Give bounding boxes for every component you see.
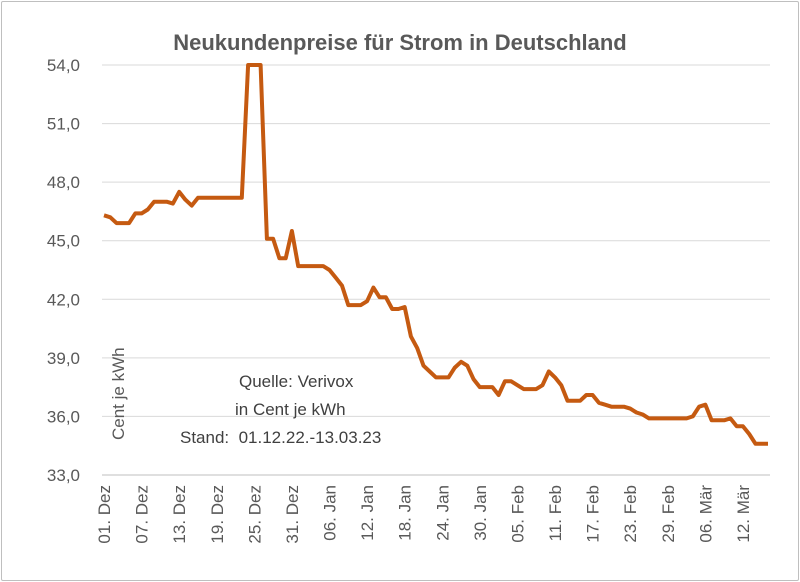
x-tick-label: 31. Dez — [283, 485, 302, 544]
annotation-line-3: Stand: 01.12.22.-13.03.23 — [180, 428, 382, 447]
y-tick-label: 33,0 — [47, 466, 80, 485]
y-tick-label: 45,0 — [47, 232, 80, 251]
y-tick-label: 42,0 — [47, 290, 80, 309]
series-line-strompreis — [103, 63, 768, 446]
x-tick-label: 12. Mär — [734, 485, 753, 543]
x-tick-label: 23. Feb — [621, 485, 640, 543]
y-tick-label: 36,0 — [47, 407, 80, 426]
annotation-line-1: Quelle: Verivox — [239, 372, 354, 391]
y-axis-label: Cent je kWh — [109, 347, 128, 440]
x-tick-label: 07. Dez — [133, 485, 152, 544]
y-tick-label: 54,0 — [47, 56, 80, 75]
x-tick-label: 05. Feb — [508, 485, 527, 543]
x-tick-label: 18. Jan — [396, 485, 415, 541]
annotation-line-2: in Cent je kWh — [235, 400, 346, 419]
y-tick-label: 39,0 — [47, 349, 80, 368]
y-tick-label: 48,0 — [47, 173, 80, 192]
y-axis-ticks: 33,0 36,0 39,0 42,0 45,0 48,0 51,0 54,0 — [47, 56, 80, 485]
x-tick-label: 17. Feb — [584, 485, 603, 543]
gridlines — [102, 64, 770, 417]
x-tick-label: 11. Feb — [546, 485, 565, 541]
x-tick-label: 25. Dez — [245, 485, 264, 544]
x-tick-label: 06. Mär — [696, 485, 715, 543]
x-tick-label: 13. Dez — [170, 485, 189, 544]
x-tick-label: 24. Jan — [433, 485, 452, 541]
x-tick-label: 12. Jan — [358, 485, 377, 541]
x-tick-label: 30. Jan — [471, 485, 490, 541]
x-axis-ticks: 01. Dez 07. Dez 13. Dez 19. Dez 25. Dez 31. D… — [95, 485, 753, 544]
y-tick-label: 51,0 — [47, 115, 80, 134]
x-tick-label: 01. Dez — [95, 485, 114, 544]
chart-title: Neukundenpreise für Strom in Deutschland — [173, 30, 627, 55]
x-tick-label: 06. Jan — [321, 485, 340, 541]
x-tick-label: 19. Dez — [208, 485, 227, 544]
x-tick-label: 29. Feb — [659, 485, 678, 543]
